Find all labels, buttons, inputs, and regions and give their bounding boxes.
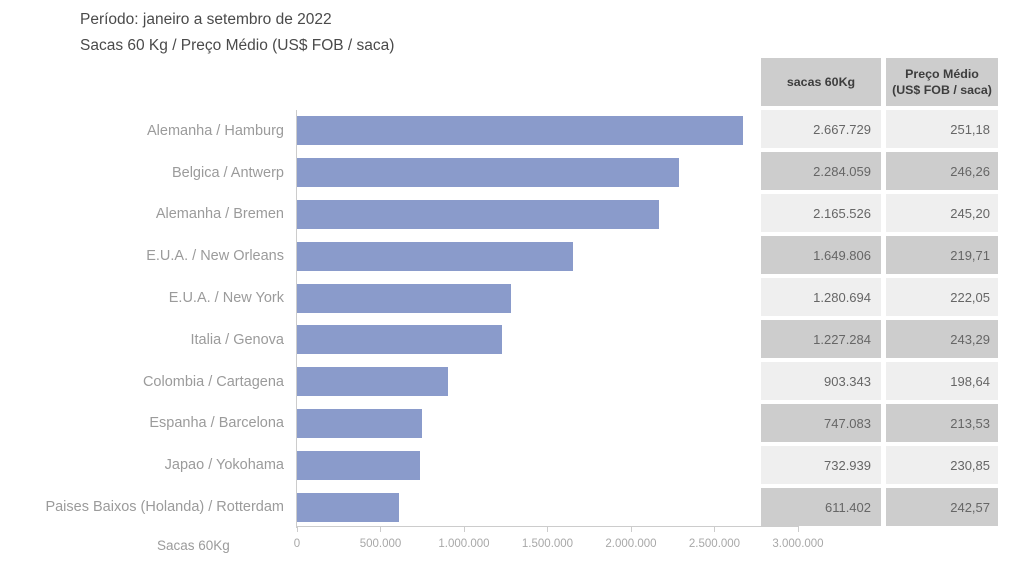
chart-row: Colombia / Cartagena bbox=[10, 360, 799, 403]
bar bbox=[297, 408, 422, 438]
table-cell-preco: 222,05 bbox=[886, 278, 998, 316]
category-label: Colombia / Cartagena bbox=[142, 373, 284, 390]
table-row: 611.402 242,57 bbox=[761, 488, 998, 526]
category-label: Espanha / Barcelona bbox=[149, 415, 284, 432]
category-label: Belgica / Antwerp bbox=[171, 164, 284, 181]
table-header-row: sacas 60Kg Preço Médio (US$ FOB / saca) bbox=[761, 58, 998, 106]
table-cell-preco: 246,26 bbox=[886, 152, 998, 190]
chart-row: Paises Baixos (Holanda) / Rotterdam bbox=[10, 486, 799, 528]
table-row: 1.649.806 219,71 bbox=[761, 236, 998, 274]
chart-row: Espanha / Barcelona bbox=[10, 402, 799, 445]
bar-track bbox=[296, 277, 799, 319]
category-label: Alemanha / Bremen bbox=[155, 206, 284, 223]
table-cell-sacas: 1.227.284 bbox=[761, 320, 881, 358]
bar bbox=[297, 450, 420, 480]
table-cell-sacas: 1.280.694 bbox=[761, 278, 881, 316]
table-row: 1.280.694 222,05 bbox=[761, 278, 998, 316]
tick-mark bbox=[547, 526, 548, 532]
chart-row: E.U.A. / New York bbox=[10, 277, 799, 319]
data-table: sacas 60Kg Preço Médio (US$ FOB / saca) … bbox=[761, 58, 998, 526]
table-header-preco-line1: Preço Médio bbox=[905, 66, 979, 81]
table-cell-sacas: 1.649.806 bbox=[761, 236, 881, 274]
tick-mark bbox=[463, 526, 465, 532]
table-cell-preco: 243,29 bbox=[886, 320, 998, 358]
table-cell-preco: 251,18 bbox=[886, 110, 998, 148]
tick-label: 500.000 bbox=[359, 538, 402, 550]
table-cell-preco: 213,53 bbox=[886, 404, 998, 442]
tick-label: 0 bbox=[293, 538, 301, 550]
table-cell-preco: 245,20 bbox=[886, 194, 998, 232]
category-label: Paises Baixos (Holanda) / Rotterdam bbox=[45, 499, 284, 516]
table-cell-preco: 242,57 bbox=[886, 488, 998, 526]
chart-row: Japao / Yokohama bbox=[10, 444, 799, 487]
bar-track bbox=[296, 444, 799, 487]
chart-title-block: Período: janeiro a setembro de 2022 Saca… bbox=[80, 7, 394, 59]
table-header-sacas: sacas 60Kg bbox=[761, 58, 881, 106]
bar bbox=[297, 367, 449, 397]
table-cell-sacas: 2.667.729 bbox=[761, 110, 881, 148]
x-axis-title: Sacas 60Kg bbox=[157, 538, 230, 553]
chart-row: Alemanha / Hamburg bbox=[10, 110, 799, 152]
category-label: E.U.A. / New Orleans bbox=[146, 248, 284, 265]
chart-row: Italia / Genova bbox=[10, 318, 799, 361]
table-cell-preco: 198,64 bbox=[886, 362, 998, 400]
bar-track bbox=[296, 360, 799, 403]
table-header-preco: Preço Médio (US$ FOB / saca) bbox=[886, 58, 998, 106]
table-cell-sacas: 2.284.059 bbox=[761, 152, 881, 190]
chart-subtitle: Sacas 60 Kg / Preço Médio (US$ FOB / sac… bbox=[80, 37, 395, 54]
bar-track bbox=[296, 318, 799, 361]
bar-track bbox=[296, 235, 799, 278]
bar bbox=[297, 116, 744, 146]
tick-mark bbox=[630, 526, 632, 532]
table-row: 1.227.284 243,29 bbox=[761, 320, 998, 358]
bar-track bbox=[296, 193, 799, 236]
chart-row: E.U.A. / New Orleans bbox=[10, 235, 799, 278]
table-cell-sacas: 732.939 bbox=[761, 446, 881, 484]
x-axis: 0 500.000 1.000.000 1.500.000 2.000.000 2.500… bbox=[293, 526, 824, 558]
bar bbox=[297, 158, 680, 188]
table-row: 2.284.059 246,26 bbox=[761, 152, 998, 190]
bar bbox=[297, 241, 574, 271]
bar bbox=[297, 199, 660, 229]
table-cell-sacas: 747.083 bbox=[761, 404, 881, 442]
table-cell-sacas: 903.343 bbox=[761, 362, 881, 400]
table-cell-preco: 230,85 bbox=[886, 446, 998, 484]
category-label: Italia / Genova bbox=[190, 331, 285, 348]
tick-label: 1.500.000 bbox=[521, 538, 574, 550]
chart-row: Alemanha / Bremen bbox=[10, 193, 799, 236]
tick-mark bbox=[797, 526, 799, 532]
tick-label: 1.000.000 bbox=[438, 538, 490, 550]
bar-track bbox=[296, 110, 799, 152]
chart-row: Belgica / Antwerp bbox=[10, 151, 799, 194]
bar-track bbox=[296, 402, 799, 445]
table-body: 2.667.729 251,18 2.284.059 246,26 2.165.… bbox=[761, 110, 998, 526]
tick-mark bbox=[714, 526, 715, 532]
table-row: 2.165.526 245,20 bbox=[761, 194, 998, 232]
tick-mark bbox=[380, 526, 381, 532]
tick-mark bbox=[296, 526, 298, 532]
category-label: Japao / Yokohama bbox=[164, 457, 284, 474]
table-cell-sacas: 611.402 bbox=[761, 488, 881, 526]
table-row: 747.083 213,53 bbox=[761, 404, 998, 442]
table-header-preco-line2: (US$ FOB / saca) bbox=[892, 83, 992, 97]
bar-chart-rows: Alemanha / Hamburg Belgica / Antwerp Ale… bbox=[10, 110, 799, 528]
bar bbox=[297, 492, 400, 522]
bar bbox=[297, 283, 512, 313]
tick-label: 2.500.000 bbox=[688, 538, 741, 550]
tick-label: 3.000.000 bbox=[772, 538, 824, 550]
bar bbox=[297, 325, 503, 355]
bar-track bbox=[296, 486, 799, 528]
table-row: 732.939 230,85 bbox=[761, 446, 998, 484]
bar-track bbox=[296, 151, 799, 194]
period-title: Período: janeiro a setembro de 2022 bbox=[80, 11, 332, 28]
table-cell-sacas: 2.165.526 bbox=[761, 194, 881, 232]
category-label: E.U.A. / New York bbox=[168, 290, 284, 307]
table-row: 2.667.729 251,18 bbox=[761, 110, 998, 148]
tick-label: 2.000.000 bbox=[605, 538, 657, 550]
category-label: Alemanha / Hamburg bbox=[146, 122, 284, 139]
table-cell-preco: 219,71 bbox=[886, 236, 998, 274]
table-row: 903.343 198,64 bbox=[761, 362, 998, 400]
